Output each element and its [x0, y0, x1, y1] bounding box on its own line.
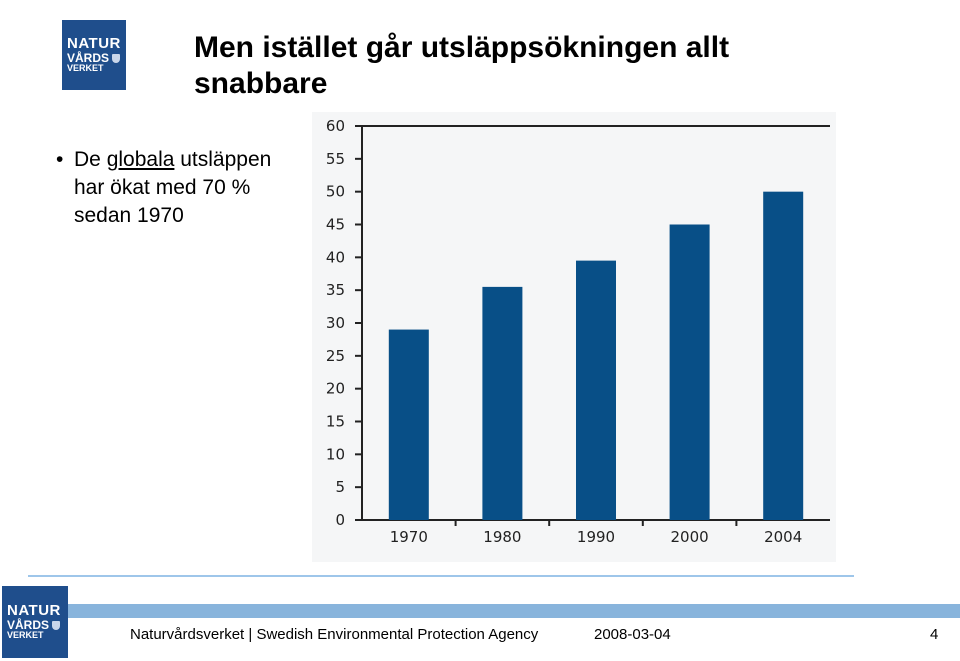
bar-1990 — [576, 260, 616, 520]
x-tick-label: 2004 — [764, 528, 802, 546]
logo-line-1: NATUR — [67, 35, 121, 53]
x-tick-label: 1990 — [577, 528, 615, 546]
y-tick-label: 50 — [326, 183, 345, 201]
y-tick-label: 55 — [326, 150, 345, 168]
chart-svg: 0 5 10 15 20 25 30 35 40 45 50 55 60 1970 1980 1990 2000… — [326, 117, 830, 546]
bullet-text-post: utsläppen har ökat med 70 % sedan 1970 — [74, 148, 272, 227]
slide-title: Men istället går utsläppsökningen allt s… — [194, 31, 730, 100]
bar-1970 — [388, 329, 429, 520]
footer-band — [68, 604, 960, 618]
footer-logo-line-2: VÅRDS — [7, 619, 68, 632]
x-tick-label: 1980 — [483, 528, 521, 546]
footer-logo-line-3: VERKET — [7, 630, 44, 641]
logo-line-3: VERKET — [67, 63, 104, 74]
y-tick-label: 35 — [326, 281, 345, 299]
y-tick-label: 40 — [326, 248, 345, 266]
bullet-point: • De globala utsläppen har ökat med 70 %… — [56, 146, 306, 230]
bar-2000 — [669, 224, 710, 520]
y-tick-label: 0 — [335, 511, 345, 529]
bullet-text-pre: De — [74, 148, 107, 171]
y-tick-label: 5 — [335, 478, 345, 496]
y-tick-label: 45 — [326, 216, 345, 234]
footer-logo-line-2-text: VÅRDS — [7, 617, 50, 632]
y-tick-label: 30 — [326, 314, 345, 332]
bullet-text-underlined: globala — [106, 148, 175, 171]
x-tick-label: 1970 — [390, 528, 428, 546]
y-tick-label: 10 — [326, 445, 345, 463]
footer-crest-icon — [52, 621, 61, 631]
x-tick-label: 2000 — [671, 528, 709, 546]
bullet-icon: • — [56, 148, 64, 171]
bullet-text: De globala utsläppen har ökat med 70 % s… — [74, 146, 306, 230]
footer-date: 2008-03-04 — [594, 626, 671, 643]
page-number: 4 — [930, 626, 939, 643]
y-tick-label: 25 — [326, 347, 345, 365]
footer-organization: Naturvårdsverket | Swedish Environmental… — [130, 626, 539, 643]
footer-logo-line-1: NATUR — [7, 602, 61, 620]
naturvardsverket-footer-logo: NATUR VÅRDS VERKET — [2, 586, 68, 658]
logo-line-2-text: VÅRDS — [67, 50, 110, 65]
bar-2004 — [763, 191, 804, 520]
y-tick-label: 15 — [326, 413, 345, 431]
crest-icon — [112, 54, 121, 64]
footer-divider-line — [28, 575, 854, 577]
naturvardsverket-logo: NATUR VÅRDS VERKET — [62, 20, 126, 90]
emissions-bar-chart: 0 5 10 15 20 25 30 35 40 45 50 55 60 1970 1980 1990 2000… — [312, 112, 836, 562]
bar-1980 — [482, 286, 523, 520]
logo-line-2: VÅRDS — [67, 52, 126, 65]
y-tick-label: 20 — [326, 380, 345, 398]
y-tick-label: 60 — [326, 117, 345, 135]
